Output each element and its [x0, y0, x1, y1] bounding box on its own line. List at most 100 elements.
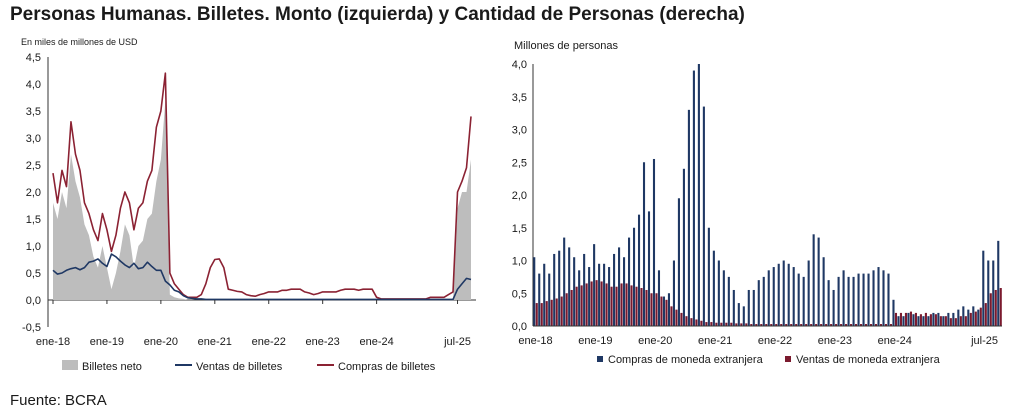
ventas-moneda-bar: [550, 299, 553, 326]
ventas-moneda-bar: [845, 324, 848, 326]
ventas-moneda-bar: [864, 324, 868, 326]
compras-moneda-bar: [802, 276, 805, 326]
compras-moneda-bar: [657, 270, 661, 326]
compras-moneda-bar: [852, 276, 855, 326]
left-x-tick-label: ene-24: [359, 336, 393, 348]
compras-moneda-bar: [732, 289, 735, 326]
compras-moneda-bar: [762, 276, 765, 326]
compras-moneda-bar: [892, 299, 895, 326]
left-y-tick-label: 0,5: [26, 268, 41, 280]
right-x-tick-label: ene-18: [518, 335, 552, 347]
ventas-moneda-bar: [745, 323, 748, 326]
ventas-billetes-line: [52, 253, 472, 301]
ventas-moneda-bar: [909, 311, 912, 326]
compras-moneda-bar: [837, 276, 840, 326]
right-x-tick-label: ene-20: [638, 335, 672, 347]
compras-billetes-line: [52, 72, 472, 300]
ventas-moneda-bar: [545, 301, 548, 326]
ventas-moneda-bar: [894, 312, 898, 326]
left-unit-label: En miles de millones de USD: [21, 37, 138, 47]
ventas-moneda-bar: [924, 312, 927, 326]
right-x-tick-label: ene-19: [578, 335, 612, 347]
compras-moneda-bar: [897, 316, 900, 326]
ventas-moneda-bar: [725, 322, 728, 326]
right-x-tick-label: jul-25: [970, 335, 998, 347]
compras-moneda-bar: [717, 260, 720, 326]
compras-moneda-bar: [912, 314, 915, 326]
ventas-moneda-bar: [570, 289, 573, 326]
ventas-moneda-bar: [580, 285, 583, 326]
ventas-moneda-bar: [914, 312, 917, 326]
ventas-moneda-bar: [830, 324, 833, 326]
left-y-tick-label: 2,5: [26, 160, 41, 172]
compras-moneda-bar: [742, 306, 745, 326]
compras-moneda-bar: [937, 312, 940, 326]
compras-moneda-bar: [682, 168, 685, 326]
compras-moneda-bar: [982, 250, 985, 326]
ventas-moneda-bar: [899, 312, 903, 326]
compras-moneda-bar: [887, 273, 890, 326]
right-unit-label: Millones de personas: [514, 40, 618, 52]
compras-moneda-bar: [747, 289, 750, 326]
compras-moneda-bar: [822, 257, 825, 326]
compras-moneda-bar: [538, 273, 541, 326]
ventas-moneda-bar: [720, 322, 723, 326]
ventas-moneda-bar: [770, 324, 773, 326]
ventas-moneda-bar: [630, 285, 633, 326]
legend-ventas-moneda-label: Ventas de moneda extranjera: [796, 354, 941, 366]
left-x-tick-label: ene-18: [36, 336, 70, 348]
ventas-moneda-bar: [979, 307, 982, 326]
compras-moneda-bar: [553, 253, 556, 326]
ventas-moneda-bar: [944, 316, 947, 326]
ventas-moneda-bar: [755, 324, 758, 326]
ventas-moneda-bar: [715, 322, 718, 326]
left-x-tick-label: ene-20: [144, 336, 178, 348]
compras-moneda-bar: [603, 263, 606, 326]
right-y-tick-label: 2,5: [512, 157, 527, 169]
compras-moneda-bar: [882, 270, 885, 326]
right-x-tick-label: ene-24: [878, 335, 912, 347]
ventas-moneda-bar: [815, 324, 818, 326]
compras-moneda-bar: [807, 260, 810, 326]
ventas-moneda-bar: [820, 324, 823, 326]
ventas-moneda-bar: [595, 280, 598, 326]
right-y-tick-label: 1,0: [512, 256, 527, 268]
ventas-moneda-bar: [889, 324, 893, 326]
ventas-moneda-bar: [964, 316, 967, 326]
ventas-moneda-bar: [590, 281, 593, 326]
ventas-moneda-bar: [949, 318, 952, 326]
compras-moneda-bar: [568, 247, 571, 326]
compras-moneda-bar: [737, 303, 740, 326]
compras-moneda-bar: [917, 316, 920, 326]
ventas-moneda-bar: [600, 281, 603, 326]
compras-moneda-bar: [997, 240, 1000, 326]
left-y-tick-label: 1,5: [26, 214, 41, 226]
ventas-moneda-bar: [635, 286, 638, 326]
left-y-tick-label: 1,0: [26, 241, 41, 253]
compras-moneda-bar: [952, 312, 955, 326]
compras-moneda-bar: [927, 316, 930, 326]
ventas-moneda-bar: [874, 324, 878, 326]
compras-moneda-bar: [647, 211, 651, 326]
left-y-tick-label: 4,0: [26, 79, 41, 91]
page-title: Personas Humanas. Billetes. Monto (izqui…: [10, 4, 745, 25]
compras-moneda-bar: [672, 260, 675, 326]
compras-moneda-bar: [613, 253, 616, 326]
compras-moneda-bar: [712, 250, 715, 326]
ventas-moneda-bar: [994, 289, 997, 326]
compras-moneda-bar: [932, 312, 935, 326]
right-y-tick-label: 4,0: [512, 59, 527, 71]
ventas-moneda-bar: [555, 298, 558, 326]
compras-moneda-bar: [623, 257, 626, 326]
compras-moneda-bar: [867, 273, 870, 326]
compras-moneda-bar: [652, 158, 656, 326]
compras-moneda-bar: [583, 253, 586, 326]
ventas-moneda-bar: [855, 324, 858, 326]
left-x-tick-label: ene-21: [198, 336, 232, 348]
ventas-moneda-bar: [989, 293, 992, 326]
source-note: Fuente: BCRA: [10, 392, 107, 409]
ventas-moneda-bar: [850, 324, 853, 326]
compras-moneda-bar: [962, 306, 965, 326]
compras-moneda-bar: [642, 162, 646, 326]
